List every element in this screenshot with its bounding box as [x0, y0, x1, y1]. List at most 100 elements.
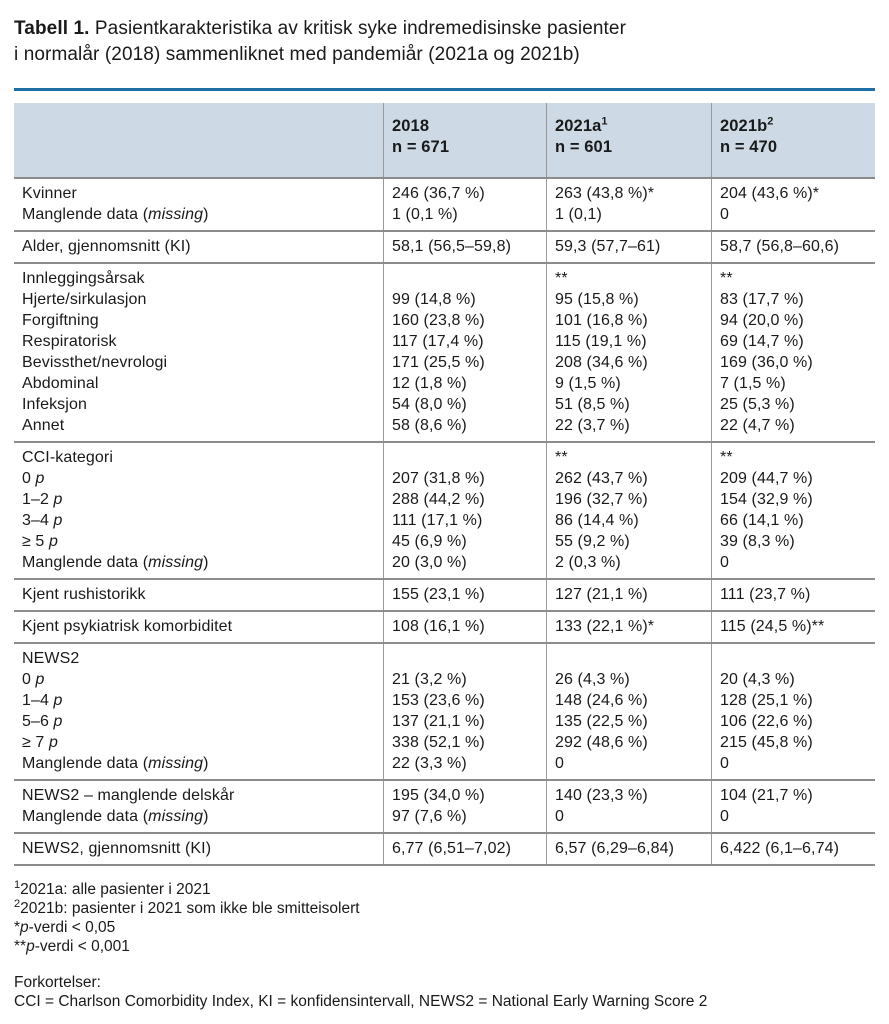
- row-label-cell: NEWS2 – manglende delskår Manglende data …: [14, 781, 383, 832]
- cell-line: 12 (1,8 %): [392, 375, 467, 392]
- table-title-line2: i normalår (2018) sammenliknet med pande…: [14, 44, 580, 65]
- value-cell-2021b: 6,422 (6,1–6,74): [711, 834, 875, 864]
- footnote: 22021b: pasienter i 2021 som ikke ble sm…: [14, 897, 360, 917]
- value-cell-2021a: ** 95 (15,8 %) 101 (16,8 %) 115 (19,1 %) 208…: [546, 264, 711, 441]
- table-row: NEWS2, gjennomsnitt (KI) 6,77 (6,51–7,02)…: [14, 832, 875, 864]
- cell-line: 58,1 (56,5–59,8): [392, 238, 512, 255]
- top-accent-rule: [14, 88, 875, 91]
- table-row: NEWS2 0 p 1–4 p 5–6 p ≥ 7 p Manglende data (m…: [14, 642, 875, 779]
- cell-line: Manglende data (missing): [22, 206, 209, 223]
- row-label-cell: NEWS2, gjennomsnitt (KI): [14, 834, 383, 864]
- value-cell-2018: 108 (16,1 %): [383, 612, 546, 642]
- cell-line: 69 (14,7 %): [720, 333, 804, 350]
- value-cell-2021b: 115 (24,5 %)**: [711, 612, 875, 642]
- cell-line: n = 601: [555, 138, 613, 156]
- cell-line: 117 (17,4 %): [392, 333, 484, 350]
- value-cell-2021a: 133 (22,1 %)*: [546, 612, 711, 642]
- cell-line: 153 (23,6 %): [392, 692, 485, 709]
- cell-line: 101 (16,8 %): [555, 312, 648, 329]
- value-cell-2021b: 20 (4,3 %) 128 (25,1 %) 106 (22,6 %) 215 (4…: [711, 644, 875, 779]
- footnote: 12021a: alle pasienter i 2021: [14, 878, 211, 898]
- value-cell-2021b: 58,7 (56,8–60,6): [711, 232, 875, 262]
- cell-line: 128 (25,1 %): [720, 692, 813, 709]
- row-label-cell: Kjent rushistorikk: [14, 580, 383, 610]
- cell-line: NEWS2: [22, 650, 80, 667]
- abbreviations-text: CCI = Charlson Comorbidity Index, KI = k…: [14, 993, 708, 1010]
- cell-line: 66 (14,1 %): [720, 512, 804, 529]
- cell-line: 108 (16,1 %): [392, 618, 485, 635]
- cell-line: 1 (0,1): [555, 206, 602, 223]
- cell-line: Kjent psykiatrisk komorbiditet: [22, 618, 233, 635]
- value-cell-2021a: 59,3 (57,7–61): [546, 232, 711, 262]
- value-cell-2018: 155 (23,1 %): [383, 580, 546, 610]
- cell-line: 140 (23,3 %): [555, 787, 648, 804]
- cell-line: 1–2 p: [22, 491, 63, 508]
- cell-line: 0: [720, 554, 729, 571]
- cell-line: Hjerte/sirkulasjon: [22, 291, 147, 308]
- cell-line: 59,3 (57,7–61): [555, 238, 661, 255]
- cell-line: **: [555, 270, 568, 287]
- cell-line: Manglende data (missing): [22, 755, 209, 772]
- cell-line: 171 (25,5 %): [392, 354, 485, 371]
- cell-line: **: [720, 270, 733, 287]
- cell-line: 20 (4,3 %): [720, 671, 795, 688]
- cell-line: 55 (9,2 %): [555, 533, 630, 550]
- cell-line: 58,7 (56,8–60,6): [720, 238, 840, 255]
- cell-line: 0: [555, 755, 564, 772]
- cell-line: 208 (34,6 %): [555, 354, 648, 371]
- cell-line: 0: [720, 808, 729, 825]
- value-cell-2021b: 111 (23,7 %): [711, 580, 875, 610]
- table-row: Kvinner Manglende data (missing) 246 (36,7…: [14, 177, 875, 230]
- cell-line: ≥ 7 p: [22, 734, 58, 751]
- cell-line: 26 (4,3 %): [555, 671, 630, 688]
- cell-line: 83 (17,7 %): [720, 291, 804, 308]
- cell-line: 111 (17,1 %): [392, 512, 483, 529]
- table-header-row: 2018 n = 671 2021a1 n = 601 2021b2 n = 470: [14, 103, 875, 177]
- footnotes: 12021a: alle pasienter i 2021 22021b: pas…: [14, 878, 875, 956]
- header-cell-2021b: 2021b2 n = 470: [711, 103, 875, 177]
- value-cell-2021a: 140 (23,3 %) 0: [546, 781, 711, 832]
- cell-line: [720, 648, 867, 669]
- cell-line: 155 (23,1 %): [392, 586, 485, 603]
- table-title: Tabell 1. Pasientkarakteristika av kriti…: [14, 16, 875, 68]
- cell-line: 209 (44,7 %): [720, 470, 813, 487]
- cell-line: 111 (23,7 %): [720, 586, 811, 603]
- cell-line: Manglende data (missing): [22, 808, 209, 825]
- cell-line: 5–6 p: [22, 713, 63, 730]
- cell-line: **: [555, 449, 568, 466]
- cell-line: 133 (22,1 %)*: [555, 618, 655, 635]
- patient-characteristics-table: 2018 n = 671 2021a1 n = 601 2021b2 n = 470 Kvi…: [14, 103, 875, 866]
- cell-line: 54 (8,0 %): [392, 396, 467, 413]
- cell-line: NEWS2, gjennomsnitt (KI): [22, 840, 212, 857]
- cell-line: 86 (14,4 %): [555, 512, 639, 529]
- table-row: CCI-kategori 0 p 1–2 p 3–4 p ≥ 5 p Manglende …: [14, 441, 875, 578]
- cell-line: Manglende data (missing): [22, 554, 209, 571]
- cell-line: 51 (8,5 %): [555, 396, 630, 413]
- value-cell-2021a: 263 (43,8 %)* 1 (0,1): [546, 179, 711, 230]
- abbreviations: Forkortelser: CCI = Charlson Comorbidity…: [14, 973, 875, 1011]
- header-empty-cell: [14, 103, 383, 177]
- cell-line: 154 (32,9 %): [720, 491, 813, 508]
- cell-line: 9 (1,5 %): [555, 375, 621, 392]
- table-row: Kjent psykiatrisk komorbiditet 108 (16,1 …: [14, 610, 875, 642]
- cell-line: 0 p: [22, 470, 45, 487]
- cell-line: [392, 268, 538, 289]
- value-cell-2021a: ** 262 (43,7 %) 196 (32,7 %) 86 (14,4 %) 55 …: [546, 443, 711, 578]
- row-label-cell: Kvinner Manglende data (missing): [14, 179, 383, 230]
- cell-line: n = 671: [392, 138, 450, 156]
- cell-line: 0: [720, 206, 729, 223]
- cell-line: 288 (44,2 %): [392, 491, 485, 508]
- value-cell-2018: 246 (36,7 %) 1 (0,1 %): [383, 179, 546, 230]
- cell-line: n = 470: [720, 138, 778, 156]
- cell-line: 137 (21,1 %): [392, 713, 485, 730]
- cell-line: 292 (48,6 %): [555, 734, 648, 751]
- cell-line: 58 (8,6 %): [392, 417, 467, 434]
- cell-line: Abdominal: [22, 375, 99, 392]
- value-cell-2021b: 204 (43,6 %)* 0: [711, 179, 875, 230]
- cell-line: 0: [720, 755, 729, 772]
- table-row: NEWS2 – manglende delskår Manglende data …: [14, 779, 875, 832]
- cell-line: 2018: [392, 117, 430, 135]
- cell-line: 22 (4,7 %): [720, 417, 795, 434]
- table-number-label: Tabell 1.: [14, 18, 90, 39]
- value-cell-2018: 207 (31,8 %) 288 (44,2 %) 111 (17,1 %) 45 (…: [383, 443, 546, 578]
